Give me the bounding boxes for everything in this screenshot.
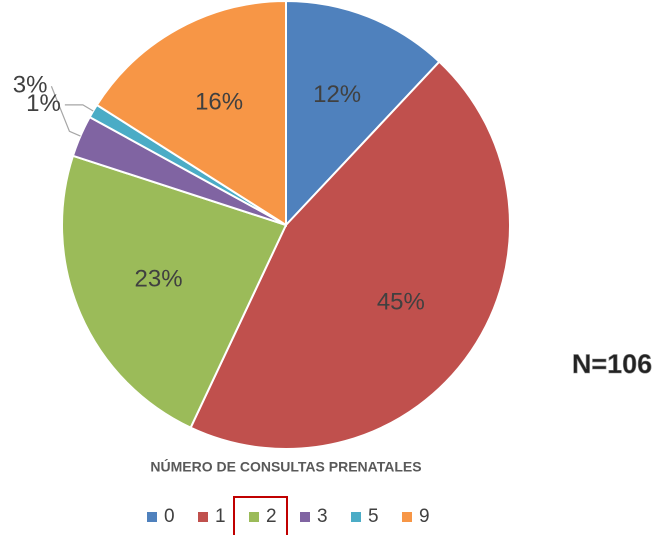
legend-label: 3 (317, 506, 328, 527)
value-label: 3% (13, 72, 48, 99)
legend-label: 0 (164, 506, 175, 527)
leader-line (50, 86, 81, 137)
value-label: 45% (377, 288, 425, 315)
value-label: 1% (26, 90, 61, 117)
highlight-box (233, 496, 288, 535)
legend-label: 2 (266, 506, 277, 527)
annotation: N=106 (572, 349, 652, 379)
legend-swatch (147, 512, 157, 522)
pie-slice (189, 60, 511, 450)
pie-slice (61, 154, 288, 430)
legend-label: 9 (419, 506, 430, 527)
chart-title: NÚMERO DE CONSULTAS PRENATALES (150, 458, 421, 475)
legend-label: 5 (368, 506, 379, 527)
legend-swatch (249, 512, 259, 522)
value-label: 23% (135, 265, 183, 292)
pie-slice (95, 0, 287, 227)
pie-slice (285, 0, 441, 228)
legend-swatch (351, 512, 361, 522)
legend-swatch (300, 512, 310, 522)
legend-swatch (198, 512, 208, 522)
leader-line (64, 104, 94, 112)
value-label: 12% (313, 81, 361, 108)
legend-swatch (402, 512, 412, 522)
value-label: 16% (195, 89, 243, 116)
legend-label: 1 (215, 506, 226, 527)
